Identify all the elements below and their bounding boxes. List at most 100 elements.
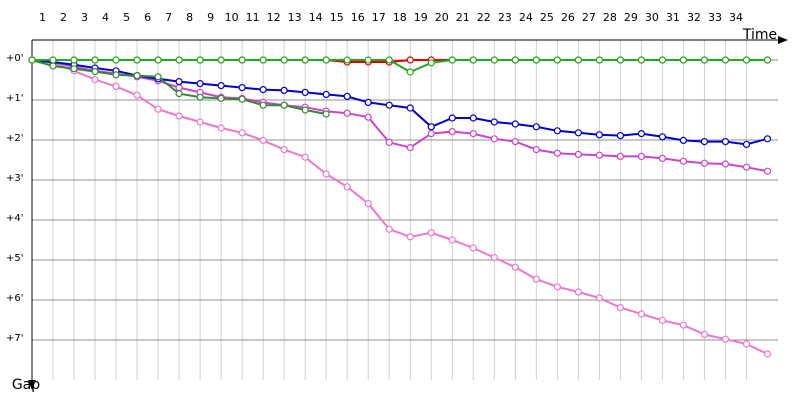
y-tick-label: +7': [6, 333, 24, 344]
point: [469, 130, 477, 138]
point: [112, 82, 120, 91]
point: [175, 112, 183, 120]
point: [280, 101, 288, 109]
point: [658, 133, 667, 141]
point: [658, 154, 667, 162]
x-tick-label: 10: [225, 11, 239, 24]
series-line: [31, 59, 768, 146]
point: [196, 79, 204, 88]
x-tick-label: 26: [561, 11, 575, 24]
point: [406, 233, 414, 241]
point: [616, 132, 624, 140]
point: [490, 56, 498, 64]
point: [259, 85, 267, 94]
point: [217, 94, 225, 103]
point: [259, 56, 267, 64]
point: [301, 88, 309, 97]
point: [448, 114, 456, 122]
x-tick-label: 16: [351, 11, 365, 24]
point: [154, 73, 162, 81]
point: [196, 56, 204, 64]
x-tick-label: 34: [729, 11, 743, 24]
point: [217, 124, 225, 132]
point: [238, 83, 246, 92]
point: [469, 114, 477, 122]
point: [658, 316, 667, 324]
point: [700, 330, 709, 338]
point: [343, 109, 351, 117]
y-tick-label: +4': [6, 213, 24, 224]
point: [637, 152, 646, 160]
point: [553, 56, 561, 64]
point: [238, 129, 246, 137]
point: [133, 56, 141, 64]
point: [574, 56, 582, 64]
point: [658, 56, 667, 64]
x-axis-arrow: [778, 36, 788, 44]
point: [280, 86, 288, 95]
x-tick-label: 28: [603, 11, 617, 24]
x-tick-label: 14: [309, 11, 323, 24]
x-tick-label: 7: [165, 11, 172, 24]
point: [322, 110, 330, 118]
point: [532, 275, 540, 283]
y-axis-arrow: [28, 380, 36, 390]
point: [364, 56, 372, 64]
point: [616, 56, 624, 64]
point: [490, 135, 498, 143]
point: [553, 283, 561, 291]
point: [91, 67, 99, 76]
point: [721, 138, 730, 146]
x-tick-label: 33: [708, 11, 722, 24]
point: [364, 98, 372, 107]
point: [343, 56, 351, 64]
point: [595, 151, 603, 159]
point: [700, 159, 709, 167]
point: [280, 56, 288, 64]
point: [448, 56, 456, 64]
point: [175, 89, 183, 98]
point: [721, 56, 730, 64]
x-tick-label: 25: [540, 11, 554, 24]
point: [574, 129, 582, 137]
x-axis-label: Time: [742, 27, 777, 43]
point: [385, 225, 393, 233]
point: [448, 128, 456, 136]
y-tick-label: +2': [6, 133, 24, 144]
x-tick-label: 3: [81, 11, 88, 24]
x-tick-label: 11: [246, 11, 260, 24]
x-tick-label: 12: [267, 11, 281, 24]
x-tick-label: 4: [102, 11, 109, 24]
point: [133, 91, 141, 99]
point: [259, 136, 267, 144]
point: [553, 149, 561, 157]
point: [385, 56, 393, 64]
point: [616, 152, 624, 160]
point: [763, 167, 772, 175]
point: [469, 244, 477, 252]
x-tick-label: 1: [39, 11, 46, 24]
x-tick-label: 8: [186, 11, 193, 24]
point: [763, 135, 772, 143]
series-line: [31, 59, 768, 355]
y-tick-label: +3': [6, 173, 24, 184]
point: [595, 294, 603, 302]
point: [763, 56, 772, 64]
x-tick-label: 19: [414, 11, 428, 24]
point: [175, 56, 183, 64]
point: [175, 83, 183, 92]
point: [385, 101, 393, 109]
point: [721, 160, 730, 168]
point: [616, 304, 624, 312]
point: [574, 150, 582, 158]
point: [280, 146, 288, 154]
point: [742, 163, 751, 171]
point: [532, 56, 540, 64]
point: [322, 170, 330, 178]
point: [511, 263, 519, 271]
point: [700, 56, 709, 64]
point: [28, 56, 36, 64]
point: [700, 138, 709, 146]
point: [238, 56, 246, 64]
point: [406, 104, 414, 112]
